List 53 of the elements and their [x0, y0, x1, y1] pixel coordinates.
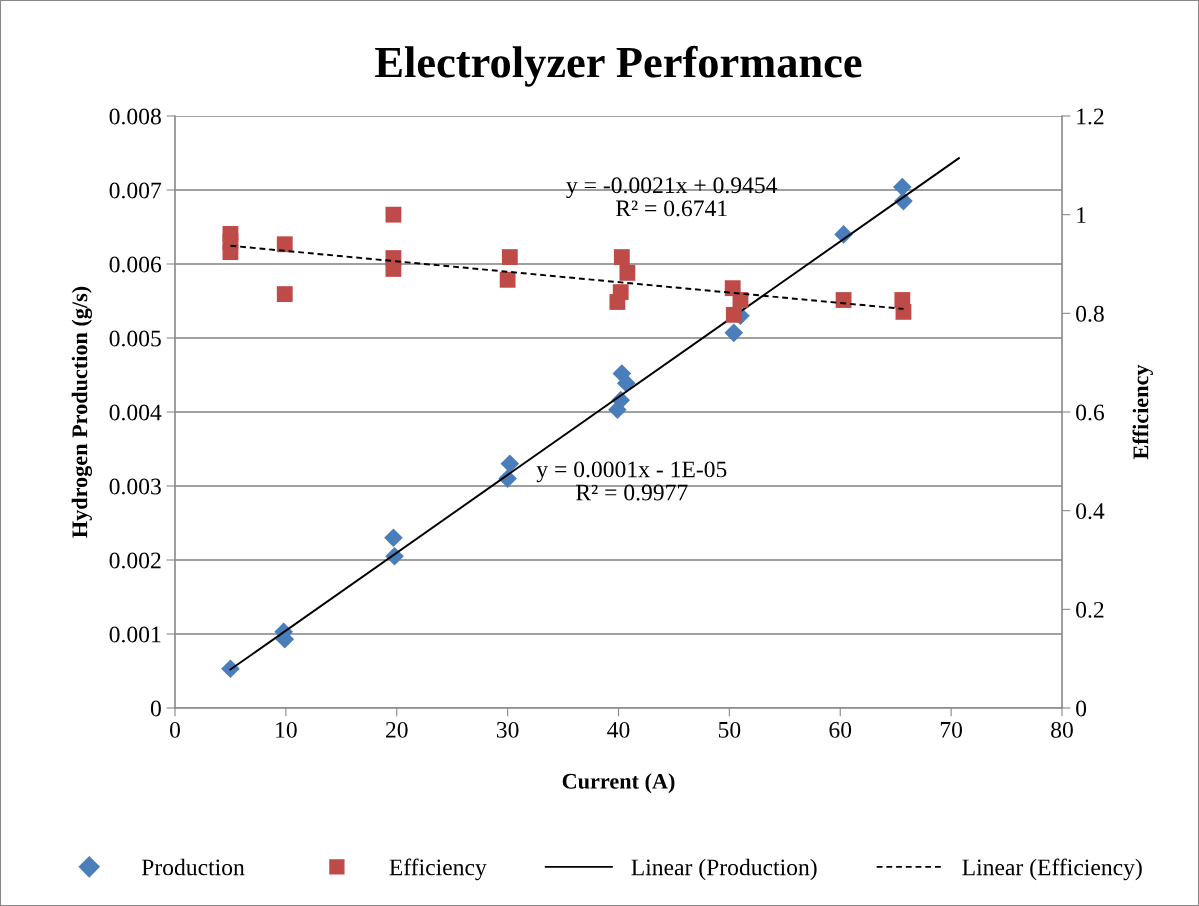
- y-tick-label: 0.001: [109, 626, 161, 643]
- y-tick-label: 0.003: [109, 478, 161, 495]
- x-tick-label: 20: [385, 721, 408, 738]
- y-tick-label: 0: [150, 700, 161, 717]
- point: [725, 306, 742, 323]
- point: [222, 244, 239, 261]
- y-tick-label: 0.002: [109, 552, 161, 569]
- y2-tick-label: 0.4: [1076, 503, 1105, 520]
- y2-tick-label: 1.2: [1077, 108, 1104, 125]
- point: [384, 528, 403, 548]
- point: [616, 373, 636, 393]
- legend-label: Production: [141, 858, 245, 876]
- point: [500, 454, 520, 474]
- chart-title: Electrolyzer Performance: [375, 45, 862, 87]
- point: [501, 249, 518, 266]
- x-tick-label: 50: [718, 721, 741, 738]
- x-tick-label: 80: [1051, 721, 1073, 738]
- y-tick-label: 0.006: [109, 256, 162, 273]
- point: [835, 292, 852, 308]
- annotation: y = 0.0001x - 1E-05 R² = 0.9977: [536, 461, 727, 501]
- point: [612, 284, 629, 301]
- x-tick-label: 70: [940, 721, 963, 738]
- x-tick-label: 60: [829, 721, 852, 738]
- point: [385, 206, 402, 223]
- legend-label: Linear (Production): [631, 858, 817, 881]
- y2-tick-label: 0.8: [1076, 305, 1104, 322]
- point: [276, 236, 293, 253]
- x-tick-label: 0: [170, 721, 180, 738]
- y-tick-label: 0.007: [109, 182, 162, 199]
- x-axis-title: Current (A): [562, 773, 675, 794]
- annotation: y = -0.0021x + 0.9454 R² = 0.6741: [566, 177, 778, 217]
- x-tick-label: 30: [496, 721, 519, 738]
- point: [276, 286, 293, 303]
- y2-tick-label: 0: [1076, 700, 1087, 717]
- legend-label: Efficiency: [389, 858, 487, 881]
- point: [385, 261, 402, 277]
- y-axis-title: Hydrogen Production (g/s): [71, 286, 93, 538]
- point: [893, 177, 912, 197]
- y2-axis-title: Efficiency: [1132, 364, 1153, 460]
- point: [499, 271, 516, 288]
- y2-tick-label: 1: [1077, 207, 1086, 223]
- y-tick-label: 0.005: [109, 330, 161, 347]
- y2-tick-label: 0.6: [1076, 404, 1104, 421]
- y2-tick-label: 0.2: [1076, 601, 1104, 618]
- point: [619, 264, 636, 281]
- legend-label: Linear (Efficiency): [962, 858, 1142, 881]
- x-tick-label: 10: [276, 721, 297, 738]
- y-tick-label: 0.008: [109, 108, 161, 125]
- x-tick-label: 40: [607, 721, 630, 738]
- point: [613, 249, 630, 266]
- point: [895, 303, 912, 320]
- y-tick-label: 0.004: [109, 404, 162, 421]
- point: [724, 323, 744, 343]
